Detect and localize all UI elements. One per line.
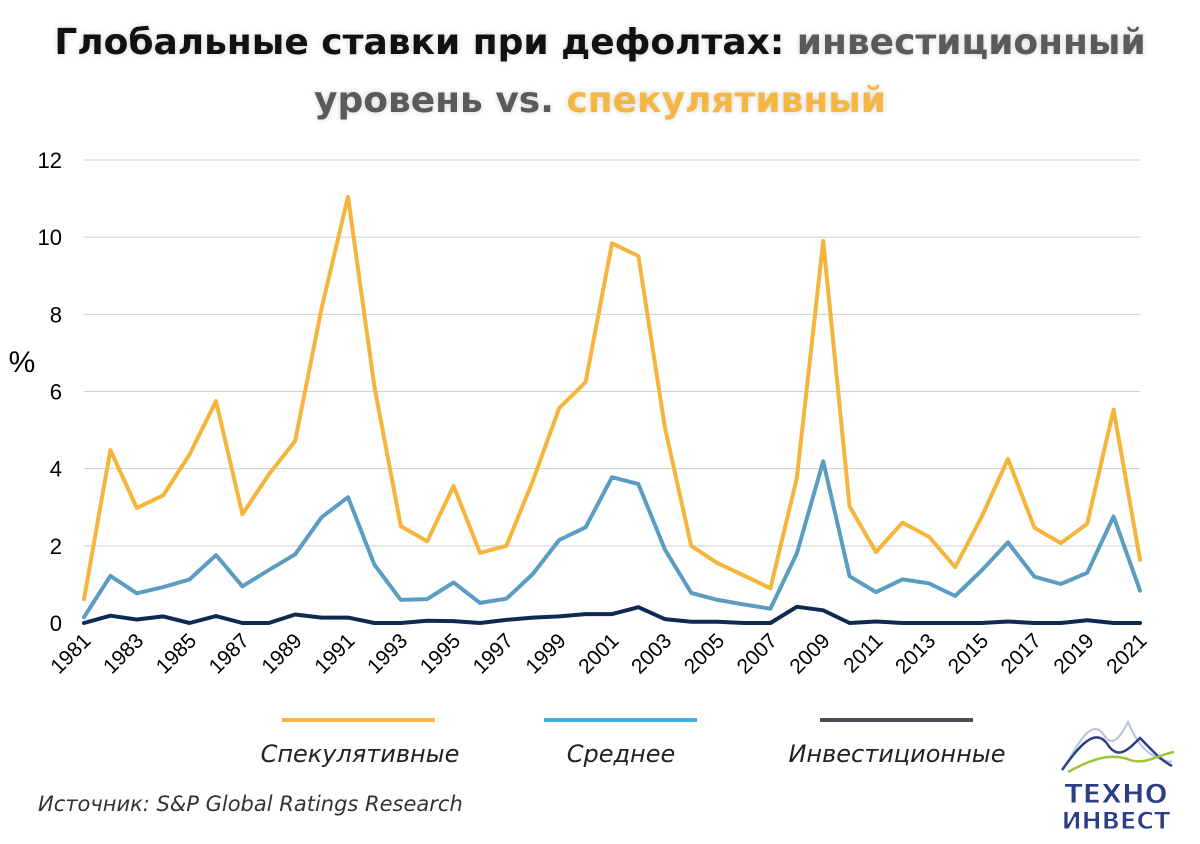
x-tick-2019: 2019 bbox=[1049, 629, 1098, 678]
x-tick-2015: 2015 bbox=[944, 629, 993, 678]
y-tick-2: 2 bbox=[50, 534, 62, 559]
x-tick-1999: 1999 bbox=[521, 629, 570, 678]
y-tick-10: 10 bbox=[38, 225, 62, 250]
legend-label-3: Инвестиционные bbox=[788, 740, 1005, 768]
y-tick-4: 4 bbox=[50, 457, 62, 482]
techno-invest-logo: ТЕХНО ИНВЕСТ bbox=[1060, 719, 1175, 836]
legend-label-2: Среднее bbox=[567, 740, 676, 768]
x-tick-2011: 2011 bbox=[839, 629, 887, 677]
x-tick-1983: 1983 bbox=[99, 629, 148, 678]
title-investment-word: инвестиционный bbox=[796, 22, 1146, 63]
x-tick-2005: 2005 bbox=[680, 629, 729, 678]
title-speculative-word: спекулятивный bbox=[566, 80, 886, 121]
x-tick-1997: 1997 bbox=[469, 629, 518, 678]
legend-label-1: Спекулятивные bbox=[261, 740, 460, 768]
legend: Спекулятивные Среднее Инвестиционные bbox=[261, 718, 1006, 768]
x-tick-2009: 2009 bbox=[785, 629, 834, 678]
x-tick-1993: 1993 bbox=[363, 629, 412, 678]
y-tick-12: 12 bbox=[38, 148, 62, 173]
logo-line-2: ИНВЕСТ bbox=[1062, 807, 1171, 835]
x-tick-2013: 2013 bbox=[891, 629, 940, 678]
x-tick-2007: 2007 bbox=[733, 629, 782, 678]
x-tick-1981: 1981 bbox=[46, 629, 95, 678]
x-tick-1995: 1995 bbox=[416, 629, 465, 678]
series-lines bbox=[82, 194, 1142, 625]
y-axis-ticks: 0 2 4 6 8 10 12 bbox=[38, 148, 62, 636]
x-tick-2001: 2001 bbox=[574, 629, 623, 678]
series-line-1 bbox=[82, 194, 1142, 602]
x-tick-2017: 2017 bbox=[997, 629, 1046, 678]
x-tick-1989: 1989 bbox=[257, 629, 306, 678]
chart-title: Глобальные ставки при дефолтах: инвестиц… bbox=[0, 14, 1200, 130]
x-tick-1991: 1991 bbox=[310, 629, 359, 678]
x-tick-1987: 1987 bbox=[205, 629, 254, 678]
series-line-3 bbox=[82, 604, 1142, 625]
series-line-2 bbox=[82, 459, 1142, 620]
logo-line-1: ТЕХНО bbox=[1064, 779, 1167, 810]
x-axis-ticks: 1981 1983 1985 1987 1989 1991 1993 1995 1997 1999… bbox=[46, 629, 1151, 678]
grid-lines bbox=[84, 159, 1140, 547]
source-note: Источник: S&P Global Ratings Research bbox=[38, 792, 463, 816]
title-part-3: уровень vs. bbox=[314, 80, 567, 121]
x-tick-2021: 2021 bbox=[1102, 629, 1151, 678]
y-tick-8: 8 bbox=[50, 302, 62, 327]
title-part-1: Глобальные ставки при дефолтах: bbox=[54, 22, 797, 63]
y-tick-6: 6 bbox=[50, 380, 62, 405]
x-tick-2003: 2003 bbox=[627, 629, 676, 678]
x-tick-1985: 1985 bbox=[152, 629, 201, 678]
y-tick-0: 0 bbox=[50, 611, 62, 636]
y-axis-label: % bbox=[9, 346, 36, 379]
